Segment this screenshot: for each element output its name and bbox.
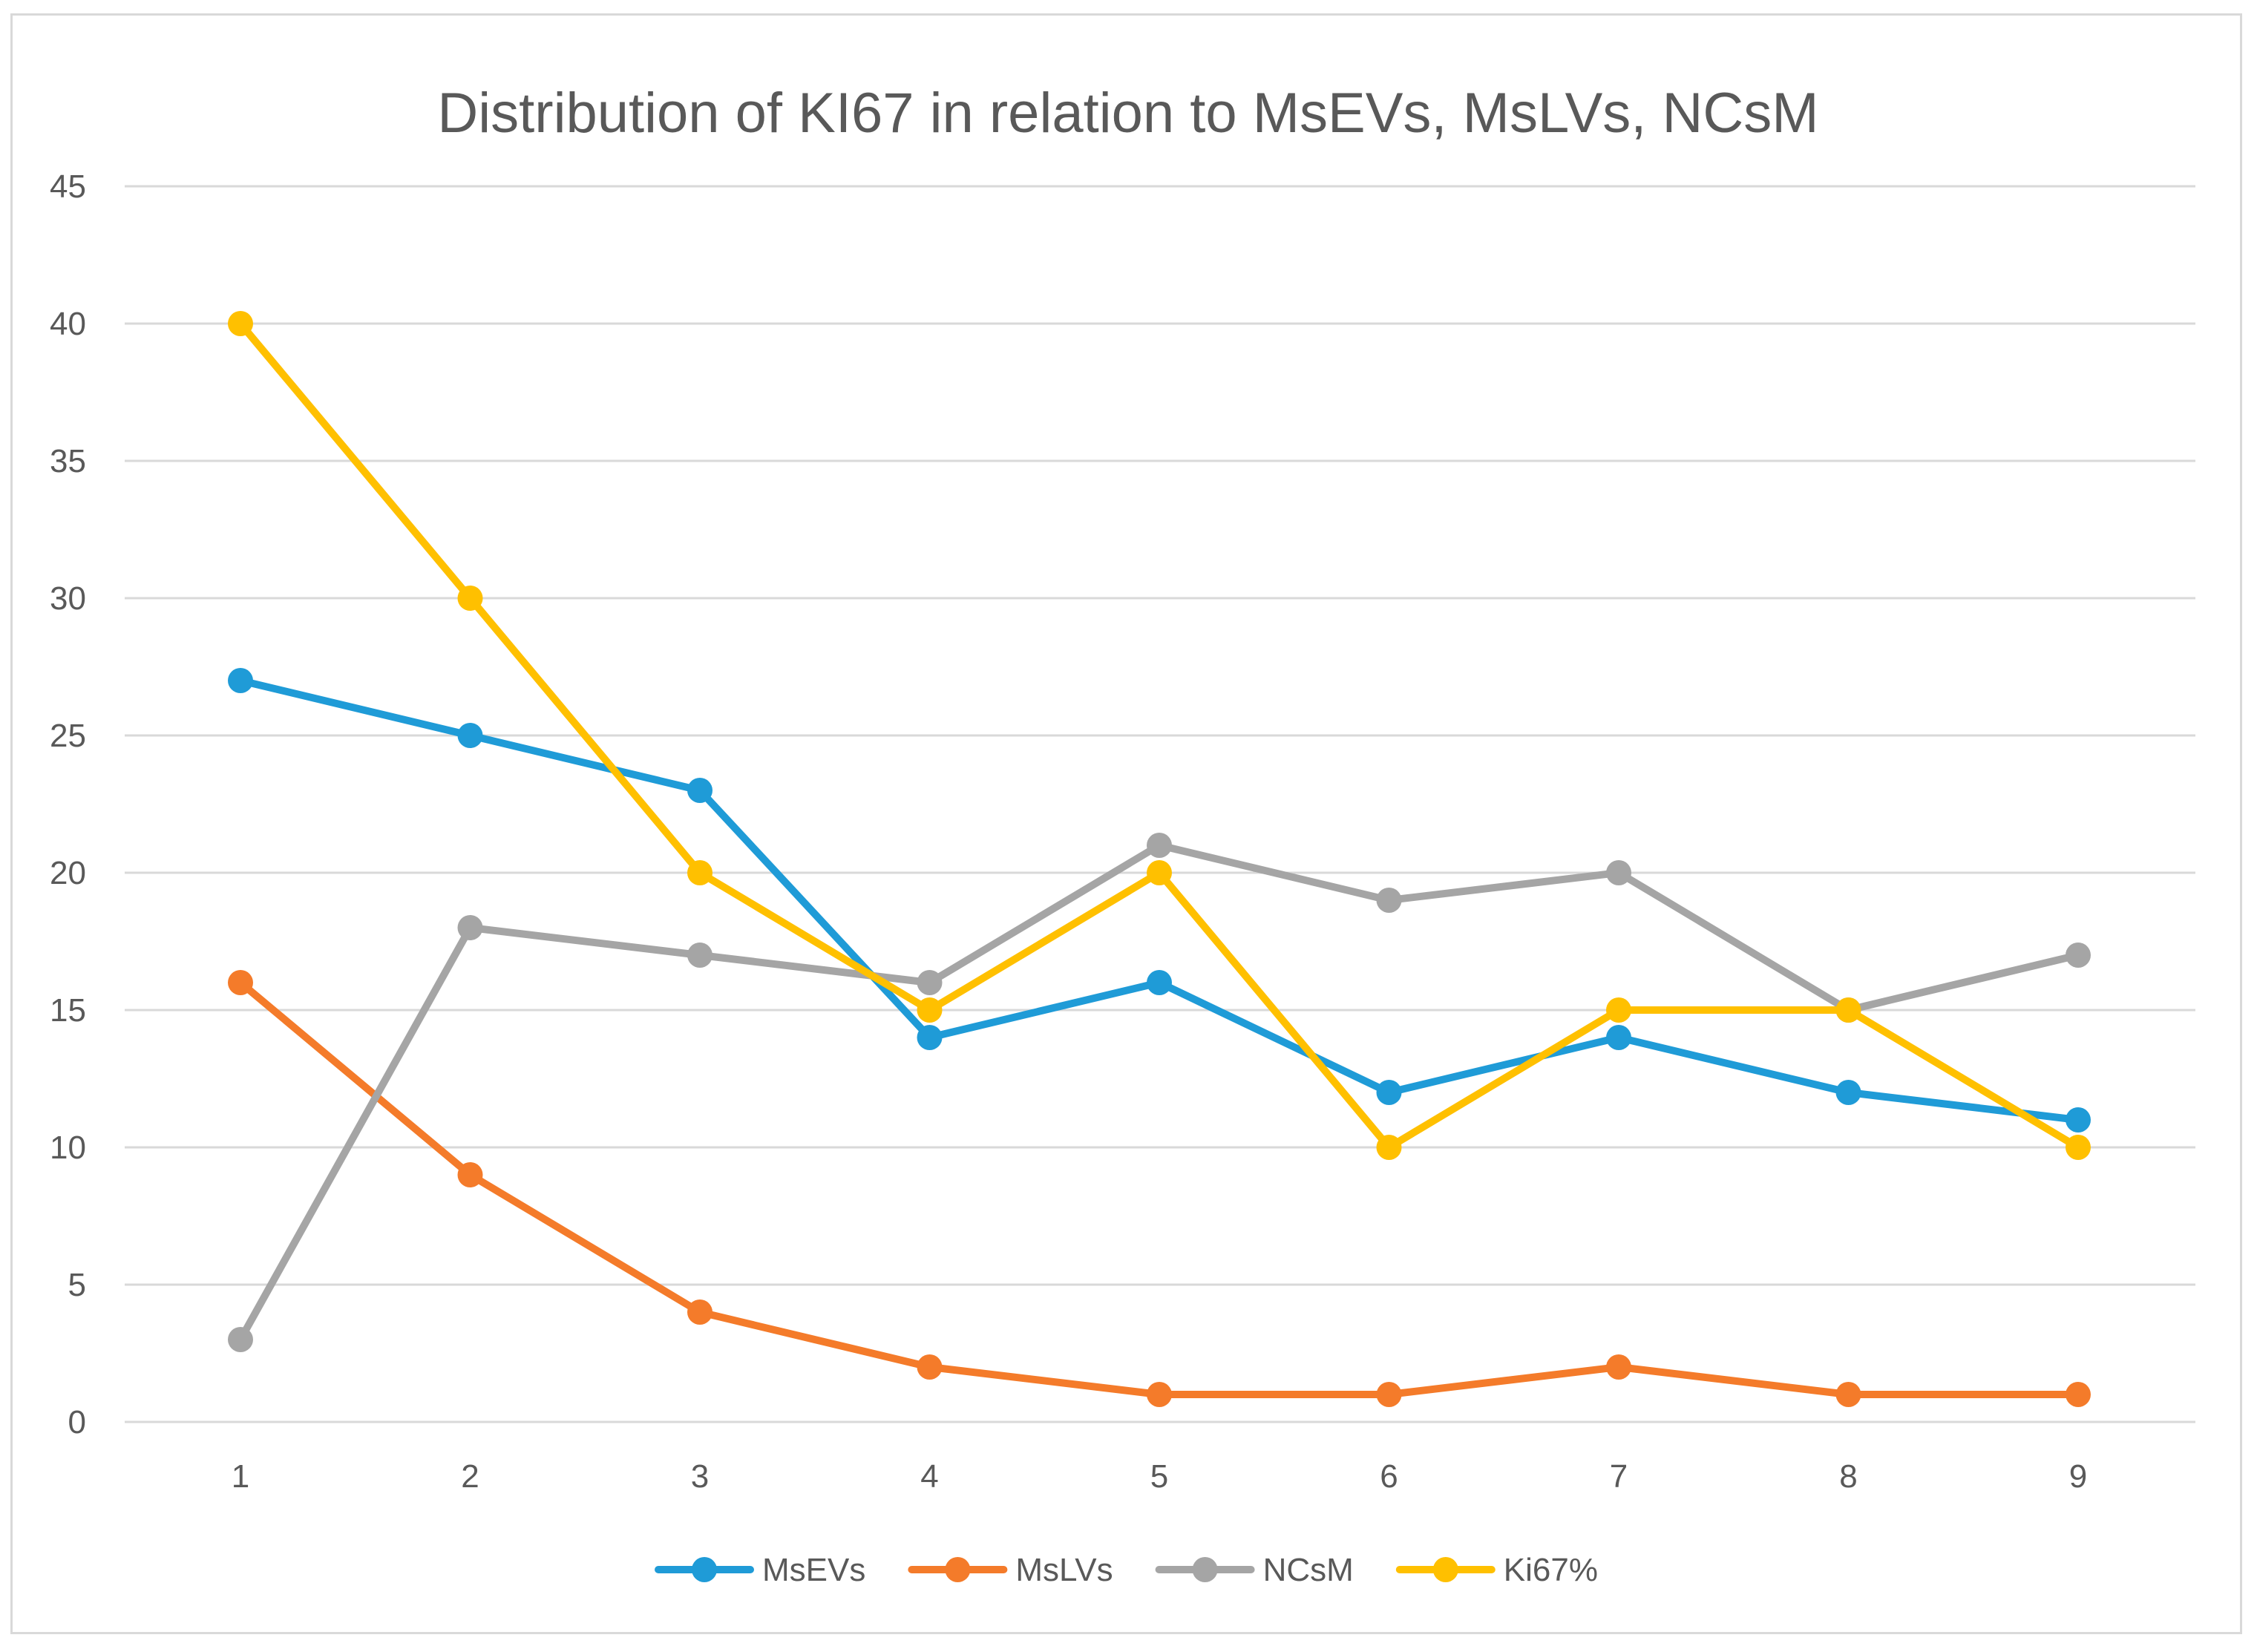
x-tick-label: 4 <box>920 1458 938 1495</box>
y-tick-label: 40 <box>50 306 86 342</box>
legend-marker-ki67 <box>1432 1557 1458 1582</box>
legend: MsEVs MsLVs NCsM Ki67% <box>655 1552 1598 1588</box>
y-tick-label: 45 <box>50 168 86 205</box>
legend-marker-ncsm <box>1192 1557 1218 1582</box>
y-axis-tick-labels: 0 5 10 15 20 25 30 35 40 45 <box>50 168 86 1440</box>
series-msevs <box>228 668 2091 1133</box>
chart-title: Distribution of KI67 in relation to MsEV… <box>437 82 1818 145</box>
y-tick-label: 0 <box>68 1404 86 1440</box>
gridlines <box>125 185 2195 1423</box>
y-tick-label: 25 <box>50 718 86 754</box>
data-point-ki67 <box>1376 1135 1402 1160</box>
data-point-mslvs <box>917 1354 943 1380</box>
series-line-msevs <box>237 677 2082 1124</box>
x-tick-label: 6 <box>1380 1458 1398 1495</box>
legend-marker-msevs <box>692 1557 718 1582</box>
data-point-msevs <box>1835 1080 1861 1105</box>
data-point-msevs <box>1147 970 1172 995</box>
data-point-mslvs <box>1147 1382 1172 1407</box>
series-line-ncsm <box>237 842 2082 1343</box>
x-tick-label: 1 <box>232 1458 249 1495</box>
legend-item-ncsm: NCsM <box>1155 1552 1354 1588</box>
data-point-msevs <box>1606 1025 1631 1050</box>
series-line-mslvs <box>237 979 2082 1398</box>
data-point-ki67 <box>228 311 253 336</box>
data-point-ki67 <box>2066 1135 2091 1160</box>
legend-label-mslvs: MsLVs <box>1015 1552 1113 1588</box>
data-point-mslvs <box>228 970 253 995</box>
data-point-ncsm <box>228 1327 253 1352</box>
y-tick-label: 10 <box>50 1130 86 1166</box>
data-point-ncsm <box>687 943 713 968</box>
x-tick-label: 7 <box>1610 1458 1628 1495</box>
data-point-msevs <box>917 1025 943 1050</box>
data-point-mslvs <box>687 1299 713 1325</box>
x-tick-label: 3 <box>691 1458 709 1495</box>
data-point-ki67 <box>1835 997 1861 1023</box>
legend-label-ki67: Ki67% <box>1504 1552 1598 1588</box>
data-point-ncsm <box>457 915 483 940</box>
y-tick-label: 15 <box>50 992 86 1029</box>
data-point-ncsm <box>1376 888 1402 913</box>
data-point-ki67 <box>687 860 713 885</box>
legend-item-mslvs: MsLVs <box>908 1552 1113 1588</box>
data-point-msevs <box>228 668 253 693</box>
data-point-msevs <box>1376 1080 1402 1105</box>
data-point-msevs <box>2066 1107 2091 1133</box>
data-point-msevs <box>687 778 713 803</box>
data-point-ncsm <box>2066 943 2091 968</box>
data-point-ncsm <box>1147 833 1172 858</box>
x-tick-label: 2 <box>461 1458 479 1495</box>
data-point-mslvs <box>1606 1354 1631 1380</box>
y-tick-label: 5 <box>68 1267 86 1303</box>
data-point-mslvs <box>1376 1382 1402 1407</box>
x-tick-label: 9 <box>2069 1458 2087 1495</box>
data-point-ki67 <box>1147 860 1172 885</box>
chart-frame <box>10 13 2242 1634</box>
legend-label-ncsm: NCsM <box>1263 1552 1354 1588</box>
series-lines <box>228 311 2091 1407</box>
data-point-ki67 <box>917 997 943 1023</box>
data-point-ki67 <box>457 586 483 611</box>
data-point-msevs <box>457 723 483 748</box>
series-mslvs <box>228 970 2091 1407</box>
data-point-mslvs <box>1835 1382 1861 1407</box>
y-tick-label: 35 <box>50 443 86 479</box>
x-tick-label: 8 <box>1839 1458 1857 1495</box>
data-point-ncsm <box>1606 860 1631 885</box>
y-tick-label: 20 <box>50 855 86 891</box>
x-tick-label: 5 <box>1150 1458 1168 1495</box>
y-tick-label: 30 <box>50 580 86 617</box>
series-ki67 <box>228 311 2091 1160</box>
x-axis-tick-labels: 1 2 3 4 5 6 7 8 9 <box>232 1458 2087 1495</box>
legend-marker-mslvs <box>945 1557 971 1582</box>
legend-label-msevs: MsEVs <box>762 1552 865 1588</box>
legend-item-msevs: MsEVs <box>655 1552 865 1588</box>
data-point-mslvs <box>2066 1382 2091 1407</box>
data-point-ncsm <box>917 970 943 995</box>
data-point-mslvs <box>457 1162 483 1187</box>
series-ncsm <box>228 833 2091 1352</box>
data-point-ki67 <box>1606 997 1631 1023</box>
legend-item-ki67: Ki67% <box>1395 1552 1598 1588</box>
